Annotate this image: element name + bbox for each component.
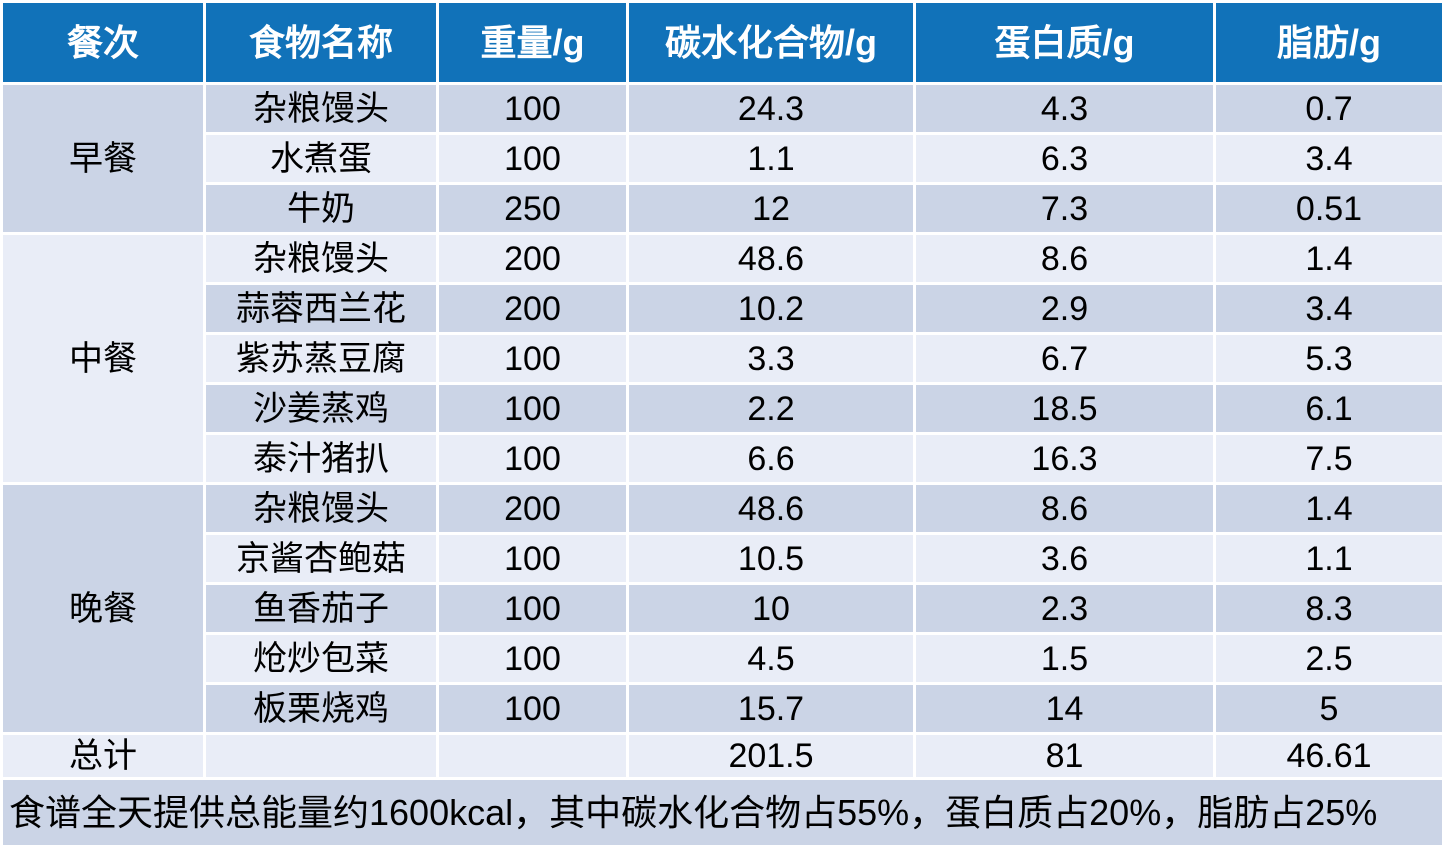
cell-food: 鱼香茄子: [206, 585, 436, 632]
cell-fat: 1.4: [1216, 485, 1442, 532]
table-row: 京酱杏鲍菇 100 10.5 3.6 1.1: [3, 535, 1442, 582]
cell-protein: 14: [916, 685, 1213, 732]
cell-protein: 2.3: [916, 585, 1213, 632]
cell-weight: 200: [439, 285, 626, 332]
cell-carbs: 3.3: [629, 335, 913, 382]
col-header-protein: 蛋白质/g: [916, 3, 1213, 82]
cell-food: 杂粮馒头: [206, 85, 436, 132]
cell-protein: 8.6: [916, 235, 1213, 282]
cell-fat: 2.5: [1216, 635, 1442, 682]
table-row: 板栗烧鸡 100 15.7 14 5: [3, 685, 1442, 732]
cell-weight: 100: [439, 585, 626, 632]
cell-fat: 0.7: [1216, 85, 1442, 132]
cell-carbs: 6.6: [629, 435, 913, 482]
footnote-text: 食谱全天提供总能量约1600kcal，其中碳水化合物占55%，蛋白质占20%，脂…: [3, 780, 1442, 845]
cell-fat: 1.1: [1216, 535, 1442, 582]
total-row: 总计 201.5 81 46.61: [3, 735, 1442, 777]
cell-carbs: 10.2: [629, 285, 913, 332]
cell-carbs: 48.6: [629, 235, 913, 282]
cell-food: 牛奶: [206, 185, 436, 232]
cell-weight: 100: [439, 635, 626, 682]
cell-fat: 3.4: [1216, 285, 1442, 332]
total-label: 总计: [3, 735, 203, 777]
cell-protein: 4.3: [916, 85, 1213, 132]
total-protein-cell: 81: [916, 735, 1213, 777]
col-header-meal: 餐次: [3, 3, 203, 82]
cell-weight: 200: [439, 235, 626, 282]
cell-weight: 100: [439, 435, 626, 482]
table-row: 蒜蓉西兰花 200 10.2 2.9 3.4: [3, 285, 1442, 332]
cell-protein: 3.6: [916, 535, 1213, 582]
cell-weight: 100: [439, 385, 626, 432]
cell-food: 炝炒包菜: [206, 635, 436, 682]
cell-food: 京酱杏鲍菇: [206, 535, 436, 582]
cell-weight: 100: [439, 135, 626, 182]
meal-cell-breakfast: 早餐: [3, 85, 203, 232]
cell-food: 杂粮馒头: [206, 235, 436, 282]
cell-fat: 7.5: [1216, 435, 1442, 482]
table-row: 水煮蛋 100 1.1 6.3 3.4: [3, 135, 1442, 182]
cell-carbs: 15.7: [629, 685, 913, 732]
cell-food: 杂粮馒头: [206, 485, 436, 532]
cell-carbs: 48.6: [629, 485, 913, 532]
cell-protein: 2.9: [916, 285, 1213, 332]
cell-carbs: 24.3: [629, 85, 913, 132]
cell-weight: 250: [439, 185, 626, 232]
cell-protein: 8.6: [916, 485, 1213, 532]
table-row: 沙姜蒸鸡 100 2.2 18.5 6.1: [3, 385, 1442, 432]
cell-food: 紫苏蒸豆腐: [206, 335, 436, 382]
table-row: 早餐 杂粮馒头 100 24.3 4.3 0.7: [3, 85, 1442, 232]
cell-carbs: 4.5: [629, 635, 913, 682]
cell-food: 沙姜蒸鸡: [206, 385, 436, 432]
header-row: 餐次 食物名称 重量/g 碳水化合物/g 蛋白质/g 脂肪/g: [3, 3, 1442, 82]
cell-food: 水煮蛋: [206, 135, 436, 182]
cell-weight: 100: [439, 535, 626, 582]
cell-protein: 6.3: [916, 135, 1213, 182]
total-weight-cell: [439, 735, 626, 777]
cell-food: 板栗烧鸡: [206, 685, 436, 732]
cell-food: 泰汁猪扒: [206, 435, 436, 482]
cell-fat: 6.1: [1216, 385, 1442, 432]
cell-food: 蒜蓉西兰花: [206, 285, 436, 332]
meal-cell-lunch: 中餐: [3, 235, 203, 482]
cell-protein: 6.7: [916, 335, 1213, 382]
cell-weight: 100: [439, 685, 626, 732]
cell-fat: 8.3: [1216, 585, 1442, 632]
cell-protein: 16.3: [916, 435, 1213, 482]
meal-cell-dinner: 晚餐: [3, 485, 203, 732]
cell-fat: 1.4: [1216, 235, 1442, 282]
total-fat-cell: 46.61: [1216, 735, 1442, 777]
cell-fat: 3.4: [1216, 135, 1442, 182]
table-row: 泰汁猪扒 100 6.6 16.3 7.5: [3, 435, 1442, 482]
table-row: 晚餐 杂粮馒头 200 48.6 8.6 1.4: [3, 485, 1442, 732]
table-row: 紫苏蒸豆腐 100 3.3 6.7 5.3: [3, 335, 1442, 382]
cell-carbs: 2.2: [629, 385, 913, 432]
col-header-food: 食物名称: [206, 3, 436, 82]
cell-protein: 7.3: [916, 185, 1213, 232]
table-row: 鱼香茄子 100 10 2.3 8.3: [3, 585, 1442, 632]
cell-fat: 0.51: [1216, 185, 1442, 232]
cell-protein: 18.5: [916, 385, 1213, 432]
cell-weight: 100: [439, 335, 626, 382]
cell-carbs: 10: [629, 585, 913, 632]
table-row: 牛奶 250 12 7.3 0.51: [3, 185, 1442, 232]
table-row: 中餐 杂粮馒头 200 48.6 8.6 1.4: [3, 235, 1442, 482]
cell-carbs: 12: [629, 185, 913, 232]
total-carbs-cell: 201.5: [629, 735, 913, 777]
col-header-fat: 脂肪/g: [1216, 3, 1442, 82]
cell-weight: 100: [439, 85, 626, 132]
cell-carbs: 10.5: [629, 535, 913, 582]
cell-protein: 1.5: [916, 635, 1213, 682]
table-row: 炝炒包菜 100 4.5 1.5 2.5: [3, 635, 1442, 682]
col-header-weight: 重量/g: [439, 3, 626, 82]
col-header-carbs: 碳水化合物/g: [629, 3, 913, 82]
footnote-row: 食谱全天提供总能量约1600kcal，其中碳水化合物占55%，蛋白质占20%，脂…: [3, 780, 1442, 845]
cell-carbs: 1.1: [629, 135, 913, 182]
cell-fat: 5: [1216, 685, 1442, 732]
cell-weight: 200: [439, 485, 626, 532]
total-food-cell: [206, 735, 436, 777]
cell-fat: 5.3: [1216, 335, 1442, 382]
